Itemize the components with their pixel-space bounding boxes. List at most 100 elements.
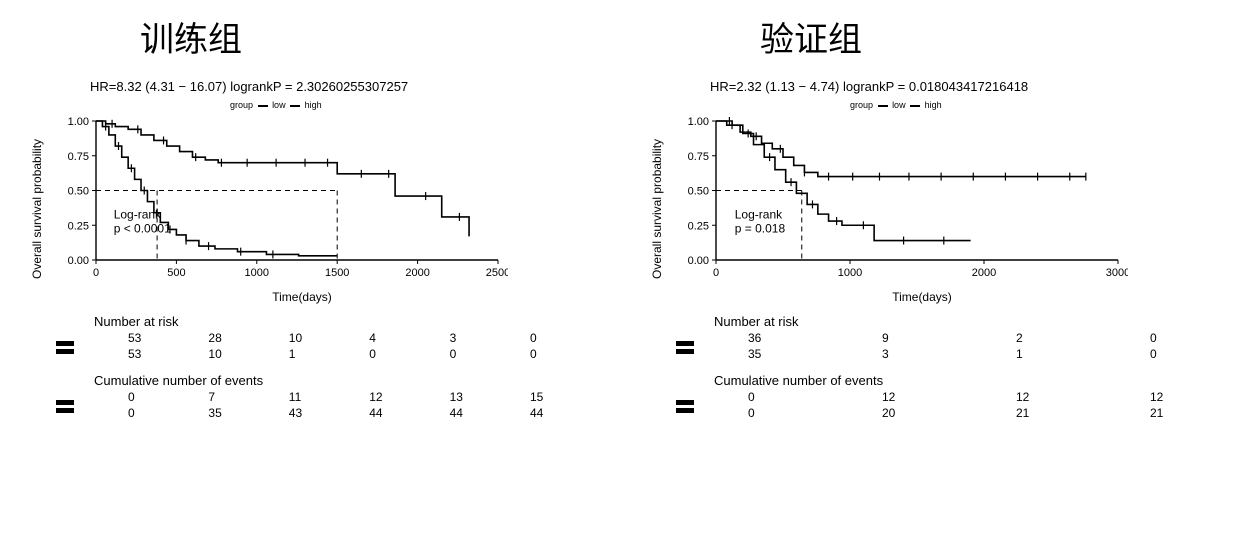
legend-dash-icon: [910, 105, 920, 107]
x-axis-label: Time(days): [668, 290, 1128, 304]
svg-text:3000: 3000: [1106, 267, 1128, 279]
svg-text:0.75: 0.75: [68, 151, 89, 163]
svg-text:p = 0.018: p = 0.018: [735, 221, 786, 235]
svg-text:Log-rank: Log-rank: [735, 207, 783, 221]
svg-text:0: 0: [713, 267, 719, 279]
svg-text:0.50: 0.50: [68, 186, 89, 198]
risk-cell: 0: [128, 406, 135, 420]
risk-cell: 0: [530, 347, 537, 361]
legend-dash-icon: [290, 105, 300, 107]
risk-cell: 35: [748, 347, 761, 361]
panel-training: 训练组 HR=8.32 (4.31 − 16.07) logrankP = 2.…: [30, 0, 650, 422]
risk-line: 0 12 12 12: [708, 390, 1168, 406]
risk-cell: 3: [450, 331, 457, 345]
svg-text:0.50: 0.50: [688, 186, 709, 198]
risk-cell: 3: [882, 347, 889, 361]
risk-line: 53 28 10 4 3 0: [88, 331, 548, 347]
svg-text:0.00: 0.00: [688, 255, 709, 267]
risk-cell: 1: [1016, 347, 1023, 361]
svg-text:0.25: 0.25: [68, 220, 89, 232]
panel-legend: group low high: [850, 100, 942, 110]
legend-dash-icon: [258, 105, 268, 107]
risk-cell: 44: [369, 406, 382, 420]
risk-title: Number at risk: [94, 314, 548, 329]
risk-cell: 9: [882, 331, 889, 345]
risk-cell: 53: [128, 331, 141, 345]
svg-text:0: 0: [93, 267, 99, 279]
y-axis-label: Overall survival probability: [30, 121, 44, 296]
risk-cell: 10: [208, 347, 221, 361]
group-marks-icon: [676, 400, 694, 413]
panel-subtitle: HR=8.32 (4.31 − 16.07) logrankP = 2.3026…: [90, 79, 408, 94]
risk-cell: 13: [450, 390, 463, 404]
risk-cell: 35: [208, 406, 221, 420]
risk-rows: 01212120202121: [674, 390, 1168, 422]
risk-line: 0 7 11 12 13 15: [88, 390, 548, 406]
risk-cell: 0: [128, 390, 135, 404]
risk-line: 53101000: [88, 347, 548, 363]
panel-legend: group low high: [230, 100, 322, 110]
plot-block: Overall survival probability 0.000.250.5…: [30, 113, 508, 304]
risk-cell: 21: [1016, 406, 1029, 420]
risk-cell: 0: [1150, 331, 1157, 345]
svg-text:1.00: 1.00: [68, 116, 89, 128]
plot-block: Overall survival probability 0.00 0.25 0.5…: [650, 113, 1128, 304]
risk-title: Cumulative number of events: [714, 373, 1168, 388]
risk-cell: 28: [208, 331, 221, 345]
svg-text:Log-rank: Log-rank: [114, 207, 162, 221]
panel-title: 训练组: [140, 12, 242, 61]
svg-text:2000: 2000: [972, 267, 996, 279]
svg-text:1000: 1000: [838, 267, 862, 279]
risk-cell: 21: [1150, 406, 1163, 420]
svg-text:2500: 2500: [486, 267, 508, 279]
y-axis-label: Overall survival probability: [650, 121, 664, 296]
km-plot: 0.00 0.25 0.50 0.75 1.00 0 1000 2000 3000 Log-ran…: [668, 113, 1128, 288]
risk-cell: 11: [289, 390, 301, 404]
risk-title: Cumulative number of events: [94, 373, 548, 388]
risk-cell: 36: [748, 331, 761, 345]
svg-text:1.00: 1.00: [688, 116, 709, 128]
risk-cell: 12: [1016, 390, 1029, 404]
risk-table-block: Number at risk3692035310Cumulative numbe…: [674, 314, 1168, 422]
legend-dash-icon: [878, 105, 888, 107]
risk-cell: 0: [530, 331, 537, 345]
svg-text:1000: 1000: [245, 267, 269, 279]
risk-rows: 36 9 2 0 35 3 1 0: [674, 331, 1168, 363]
risk-cell: 4: [369, 331, 376, 345]
svg-text:0.25: 0.25: [688, 220, 709, 232]
risk-cell: 12: [369, 390, 382, 404]
risk-line: 36 9 2 0: [708, 331, 1168, 347]
risk-rows: 071112131503543444444: [54, 390, 548, 422]
risk-cell: 10: [289, 331, 302, 345]
risk-cell: 0: [450, 347, 457, 361]
panel-title: 验证组: [760, 12, 862, 61]
risk-cell: 15: [530, 390, 543, 404]
panels-row: 训练组 HR=8.32 (4.31 − 16.07) logrankP = 2.…: [0, 0, 1240, 422]
risk-cell: 0: [369, 347, 376, 361]
risk-cell: 44: [450, 406, 463, 420]
risk-cell: 53: [128, 347, 141, 361]
svg-text:2000: 2000: [405, 267, 429, 279]
risk-cell: 12: [882, 390, 895, 404]
risk-cell: 44: [530, 406, 543, 420]
risk-table-block: Number at risk 53 28 10 4 3 053 10 10 0 0 Cumulativ…: [54, 314, 548, 422]
risk-line: 0202121: [708, 406, 1168, 422]
svg-text:500: 500: [167, 267, 185, 279]
risk-cell: 0: [1150, 347, 1157, 361]
panel-subtitle: HR=2.32 (1.13 − 4.74) logrankP = 0.01804…: [710, 79, 1028, 94]
risk-rows: 53 28 10 4 3 053 10 10 0 0: [54, 331, 548, 363]
group-marks-icon: [56, 400, 74, 413]
risk-cell: 12: [1150, 390, 1163, 404]
svg-text:0.75: 0.75: [688, 151, 709, 163]
km-plot: 0.000.250.500.751.0005001000150020002500…: [48, 113, 508, 288]
risk-line: 35 3 1 0: [708, 347, 1168, 363]
risk-cell: 7: [208, 390, 215, 404]
risk-cell: 0: [748, 390, 755, 404]
group-marks-icon: [56, 341, 74, 354]
risk-cell: 2: [1016, 331, 1023, 345]
svg-text:1500: 1500: [325, 267, 349, 279]
group-marks-icon: [676, 341, 694, 354]
panel-validation: 验证组 HR=2.32 (1.13 − 4.74) logrankP = 0.0…: [650, 0, 1240, 422]
x-axis-label: Time(days): [48, 290, 508, 304]
svg-text:p < 0.0001: p < 0.0001: [114, 221, 171, 235]
